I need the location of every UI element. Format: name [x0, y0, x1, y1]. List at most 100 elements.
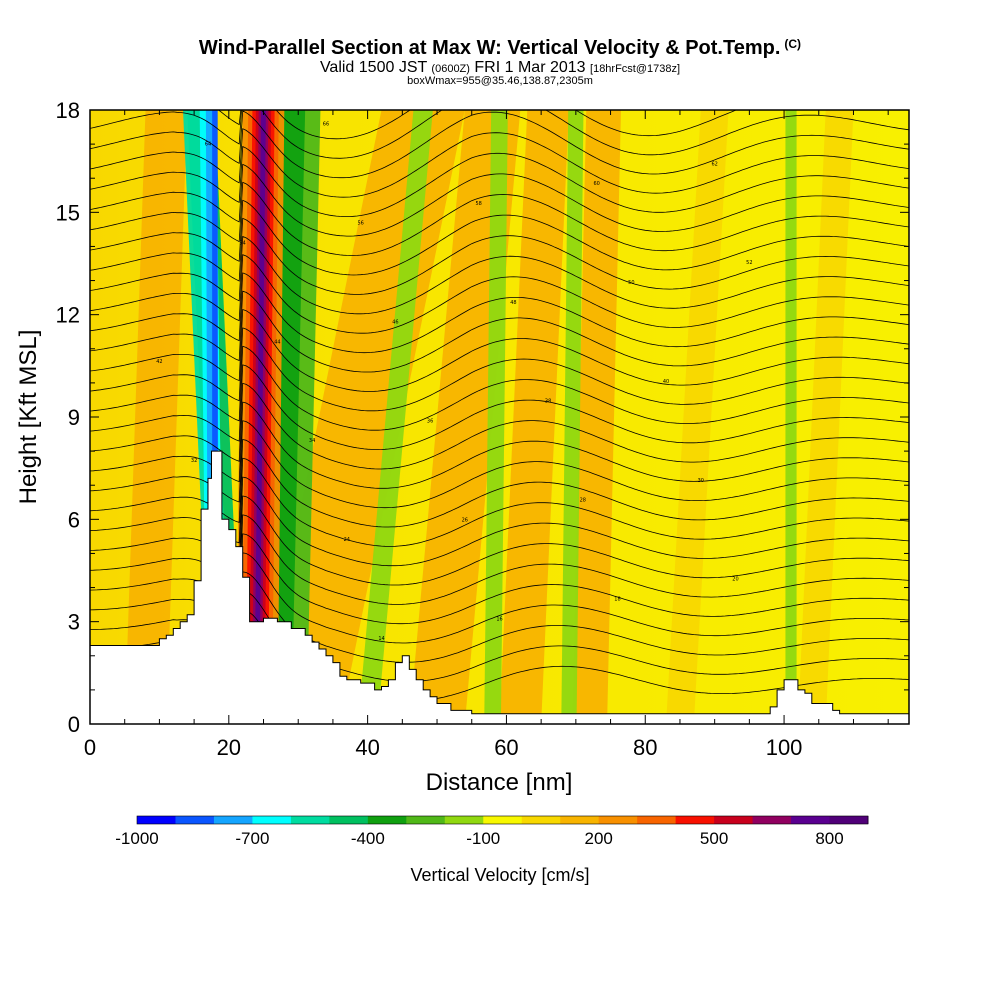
isentrope-label: 42 [156, 359, 162, 365]
updraft-band [254, 110, 266, 724]
isentrope-line [90, 327, 909, 412]
isentrope-label: 28 [580, 498, 586, 504]
isentrope-line [90, 145, 909, 217]
x-tick-label: 0 [84, 735, 96, 760]
isentrope-line [90, 217, 909, 295]
x-tick-label: 40 [355, 735, 379, 760]
colorbar-label: -100 [466, 829, 500, 848]
x-tick-label: 100 [766, 735, 803, 760]
subtitle-valid: Valid 1500 JST [319, 59, 427, 76]
colorbar-swatch [637, 816, 677, 824]
y-tick-label: 12 [56, 303, 80, 328]
colorbar-swatch [406, 816, 446, 824]
isentrope-line [90, 272, 909, 354]
isentrope-label: 32 [191, 458, 197, 464]
title-block: Wind-Parallel Section at Max W: Vertical… [0, 38, 1000, 87]
colorbar-frame [136, 815, 869, 825]
subtitle-utc: (0600Z) [431, 63, 470, 75]
colorbar-label: -400 [351, 829, 385, 848]
x-tick-label: 80 [633, 735, 657, 760]
isentrope-label: 64 [205, 141, 211, 147]
chart-subtitle: Valid 1500 JST (0600Z) FRI 1 Mar 2013 [1… [0, 60, 1000, 76]
subtitle-forecast: [18hrFcst@1738z] [590, 63, 681, 75]
colorbar-swatch [829, 816, 869, 824]
isentrope-line [90, 290, 909, 373]
y-tick-label: 0 [68, 712, 80, 737]
chart-title-text: Wind-Parallel Section at Max W: Vertical… [198, 37, 781, 59]
colorbar-title: Vertical Velocity [cm/s] [410, 865, 589, 885]
colorbar-swatch [791, 816, 831, 824]
isentrope-line [90, 382, 909, 470]
isentrope-label: 40 [663, 379, 669, 385]
terrain-profile [90, 450, 909, 724]
downdraft-band [357, 110, 433, 724]
colorbar-swatch [752, 816, 792, 824]
isentrope-line [90, 401, 909, 489]
y-tick-label: 15 [56, 200, 80, 225]
isentrope-line [90, 364, 909, 450]
colorbar-swatch [329, 816, 369, 824]
isentrope-line [90, 110, 909, 159]
y-axis-title: Height [Kft MSL] [15, 330, 42, 505]
chart-subtitle-box-wmax: boxWmax=955@35.46,138.87,2305m [407, 75, 593, 87]
isentrope-line [90, 181, 909, 256]
isentrope-label: 36 [427, 418, 433, 424]
downdraft-band [484, 110, 508, 724]
updraft-band [124, 110, 188, 724]
colorbar-label: 800 [815, 829, 843, 848]
isentrope-label: 54 [240, 240, 246, 246]
isentrope-label: 24 [344, 537, 350, 543]
downdraft-band [561, 110, 584, 724]
y-tick-label: 3 [68, 610, 80, 635]
isentrope-label: 44 [274, 339, 280, 345]
colorbar-swatch [290, 816, 330, 824]
colorbar-swatch [444, 816, 484, 824]
isentrope-label: 66 [323, 122, 329, 128]
isentrope-line [90, 439, 909, 528]
isentrope-label: 26 [462, 517, 468, 523]
colorbar-swatch [598, 816, 638, 824]
colorbar-label: 500 [700, 829, 728, 848]
isentrope-label: 14 [378, 636, 384, 642]
colorbar-label: -1000 [115, 829, 158, 848]
isentrope-label: 18 [614, 597, 620, 603]
isentrope-line [90, 110, 909, 179]
colorbar-swatch [175, 816, 215, 824]
colorbar-swatch [483, 816, 523, 824]
y-tick-label: 6 [68, 507, 80, 532]
isentrope-line [90, 308, 909, 392]
colorbar-swatch [560, 816, 600, 824]
downdraft-band [785, 110, 797, 724]
isentrope-line [90, 345, 909, 431]
isentrope-label: 34 [309, 438, 315, 444]
chart-title: Wind-Parallel Section at Max W: Vertical… [0, 38, 1000, 58]
isentrope-line [90, 235, 909, 315]
isentrope-line [217, 110, 909, 140]
isentrope-label: 38 [545, 399, 551, 405]
updraft-band [797, 110, 854, 724]
chart-title-tag: (C) [784, 37, 802, 51]
y-tick-label: 18 [56, 98, 80, 123]
colorbar-swatch [252, 816, 292, 824]
colorbar-swatch [213, 816, 253, 824]
isentrope-line [90, 199, 909, 276]
isentrope-label: 56 [357, 221, 363, 227]
y-tick-label: 9 [68, 405, 80, 430]
isentrope-label: 58 [475, 201, 481, 207]
updraft-band [666, 110, 729, 724]
isentrope-label: 20 [732, 577, 738, 583]
updraft-band [572, 110, 621, 724]
colorbar-swatch [367, 816, 407, 824]
colorbar: -1000 -700 -400 -100 200 500 800 [115, 815, 869, 848]
colorbar-swatch [521, 816, 561, 824]
isentrope-line [90, 128, 909, 198]
colorbar-swatch [137, 816, 176, 824]
isentrope-line [90, 163, 909, 237]
colorbar-swatch [714, 816, 754, 824]
isentrope-label: 52 [746, 260, 752, 266]
colorbar-label: 200 [584, 829, 612, 848]
isentrope-line [90, 254, 909, 334]
plot-area: 1012141618202224262830323436384042444648… [90, 110, 909, 724]
